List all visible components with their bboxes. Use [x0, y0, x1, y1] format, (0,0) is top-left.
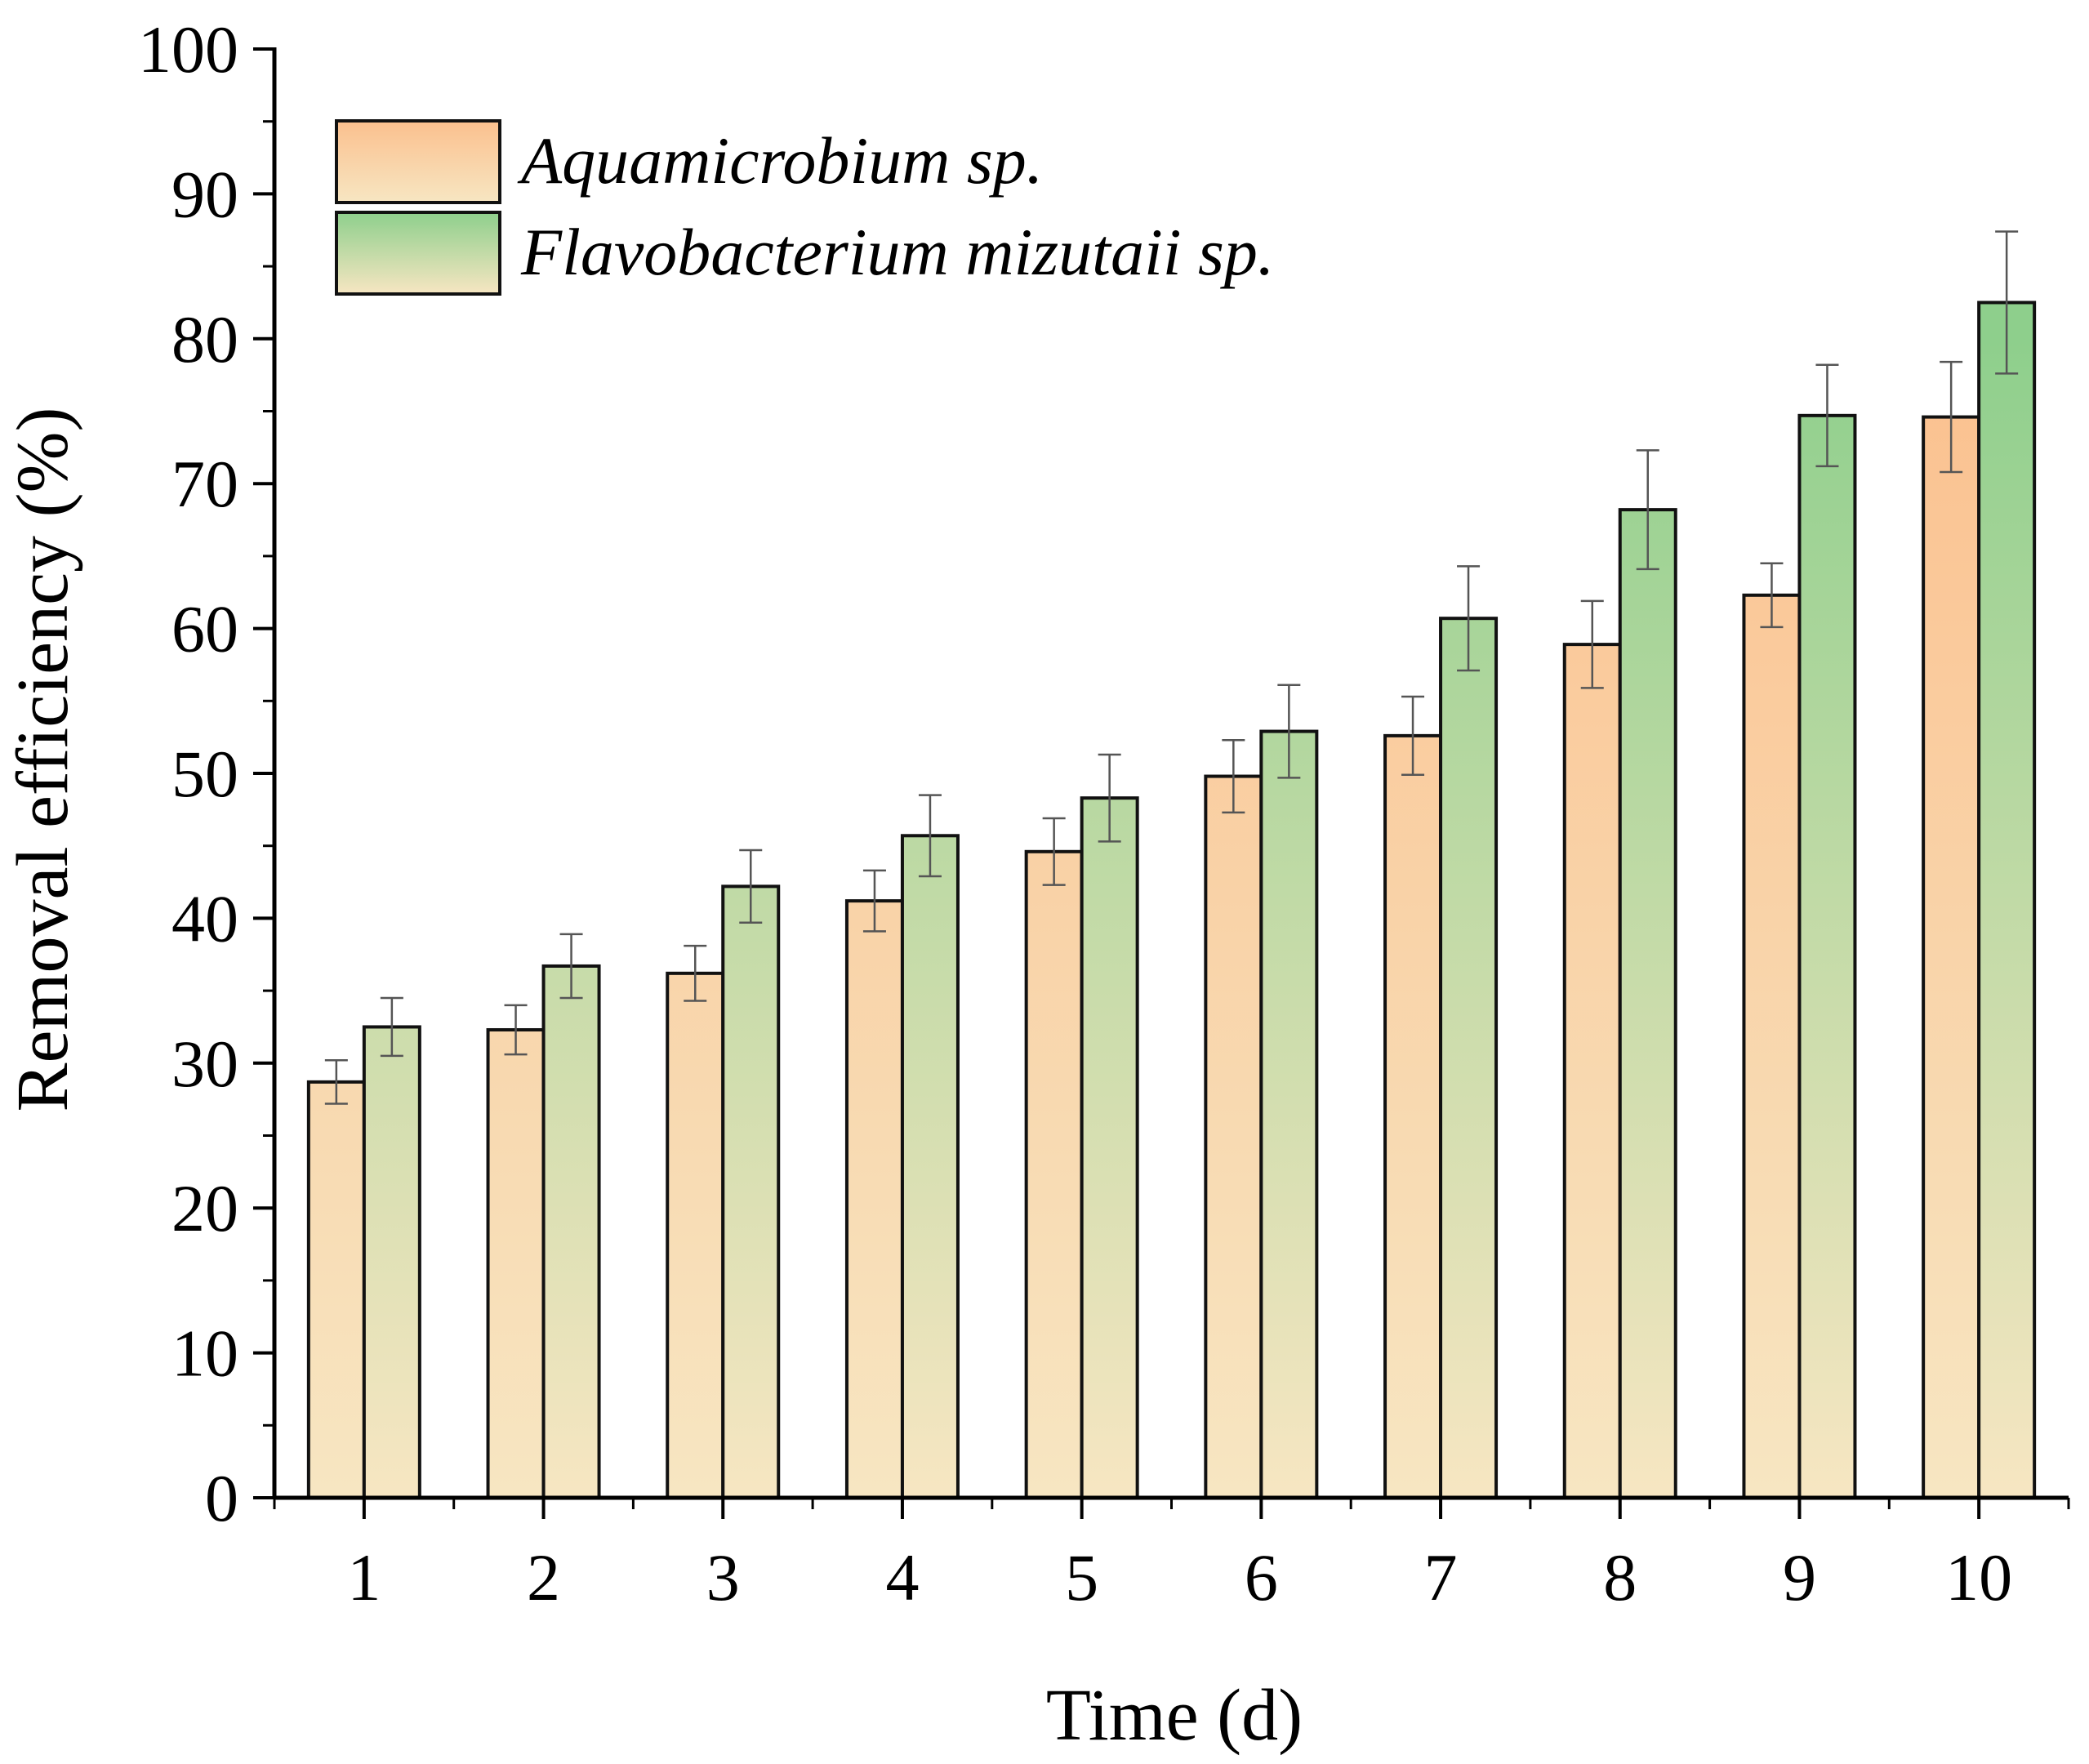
bar-series2-day-6: [1259, 729, 1319, 1499]
error-bar-series1-day-2: [504, 1004, 528, 1056]
error-bar-series1-day-3: [684, 944, 707, 1002]
error-bar-series2-day-9: [1815, 363, 1839, 468]
error-bar-series2-day-5: [1098, 753, 1121, 843]
legend-label: Aquamicrobium sp.: [517, 123, 1043, 198]
y-tick-label: 60: [171, 592, 238, 666]
error-bar-series2-day-10: [1995, 230, 2019, 375]
x-tick-label: 1: [347, 1540, 381, 1615]
error-bars-layer: [324, 230, 2019, 1105]
y-tick-label: 20: [171, 1171, 238, 1245]
y-tick-label: 100: [138, 12, 238, 87]
bar-series1-day-1: [306, 1080, 366, 1500]
y-tick-label: 90: [171, 157, 238, 231]
bar-series1-day-6: [1204, 774, 1263, 1499]
bar-series1-day-5: [1024, 849, 1084, 1499]
legend: Aquamicrobium sp. Flavobacterium mizutaii…: [335, 119, 1274, 296]
bars-layer: [306, 301, 2037, 1500]
bar-series2-day-2: [541, 964, 601, 1499]
x-tick-label: 8: [1603, 1540, 1637, 1615]
error-bar-series1-day-1: [324, 1059, 348, 1105]
error-bar-series2-day-6: [1277, 684, 1301, 779]
error-bar-series2-day-2: [559, 933, 583, 1000]
bar-series1-day-4: [844, 899, 904, 1500]
bar-series1-day-3: [666, 971, 725, 1499]
y-tick-label: 30: [171, 1027, 238, 1101]
bar-series2-day-4: [900, 834, 960, 1499]
bar-series2-day-1: [362, 1025, 421, 1499]
bar-series2-day-7: [1439, 617, 1499, 1499]
error-bar-series1-day-7: [1401, 695, 1425, 777]
legend-item-series1: Aquamicrobium sp.: [335, 119, 1043, 204]
bar-series2-day-8: [1618, 508, 1677, 1500]
bar-series2-day-10: [1977, 301, 2037, 1500]
error-bar-series1-day-9: [1760, 562, 1784, 629]
bar-series1-day-9: [1742, 593, 1802, 1499]
y-tick-label: 70: [171, 447, 238, 521]
bar-series2-day-3: [721, 884, 781, 1499]
y-tick-label: 50: [171, 737, 238, 811]
error-bar-series1-day-4: [862, 869, 886, 933]
legend-swatch: [335, 119, 501, 204]
y-tick-label: 40: [171, 881, 238, 956]
bar-series1-day-7: [1383, 733, 1443, 1499]
bar-series2-day-9: [1797, 413, 1857, 1499]
x-tick-label: 10: [1945, 1540, 2012, 1615]
x-tick-label: 4: [885, 1540, 919, 1615]
error-bar-series2-day-3: [739, 849, 763, 924]
x-tick-label: 3: [706, 1540, 740, 1615]
x-tick-label: 6: [1245, 1540, 1278, 1615]
axes-layer: 0 10 20 30 40 50 60 70 80 90 100 1 2 3 4 5 6 7 8 9 10: [138, 12, 2070, 1615]
x-axis-title: Time (d): [1046, 1675, 1303, 1756]
x-tick-label: 9: [1783, 1540, 1816, 1615]
legend-swatch: [335, 211, 501, 296]
error-bar-series1-day-8: [1580, 599, 1604, 689]
x-tick-label: 7: [1424, 1540, 1458, 1615]
error-bar-series2-day-1: [380, 996, 403, 1058]
x-tick-label: 5: [1065, 1540, 1098, 1615]
bar-series2-day-5: [1080, 796, 1139, 1499]
error-bar-series1-day-5: [1042, 817, 1066, 886]
bar-series1-day-10: [1922, 415, 1981, 1500]
error-bar-series2-day-7: [1457, 565, 1481, 672]
x-tick-label: 2: [527, 1540, 560, 1615]
y-tick-label: 0: [205, 1461, 238, 1535]
y-tick-label: 10: [171, 1316, 238, 1391]
bar-series1-day-8: [1562, 643, 1622, 1499]
legend-item-series2: Flavobacterium mizutaii sp.: [335, 211, 1274, 296]
error-bar-series1-day-10: [1940, 360, 1963, 474]
error-bar-series2-day-8: [1636, 449, 1659, 571]
error-bar-series1-day-6: [1222, 738, 1245, 814]
error-bar-series2-day-4: [918, 794, 942, 878]
legend-label: Flavobacterium mizutaii sp.: [520, 215, 1274, 289]
bar-series1-day-2: [486, 1027, 546, 1500]
y-tick-label: 80: [171, 302, 238, 376]
y-axis-title: Removal efficiency (%): [2, 408, 83, 1112]
